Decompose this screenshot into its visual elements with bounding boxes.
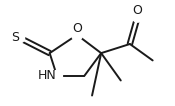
Text: HN: HN	[38, 69, 57, 82]
Text: S: S	[11, 31, 19, 44]
Circle shape	[132, 11, 143, 22]
Text: O: O	[72, 22, 82, 35]
Circle shape	[51, 70, 62, 81]
Circle shape	[72, 29, 82, 40]
Circle shape	[14, 32, 25, 43]
Text: O: O	[133, 4, 143, 17]
